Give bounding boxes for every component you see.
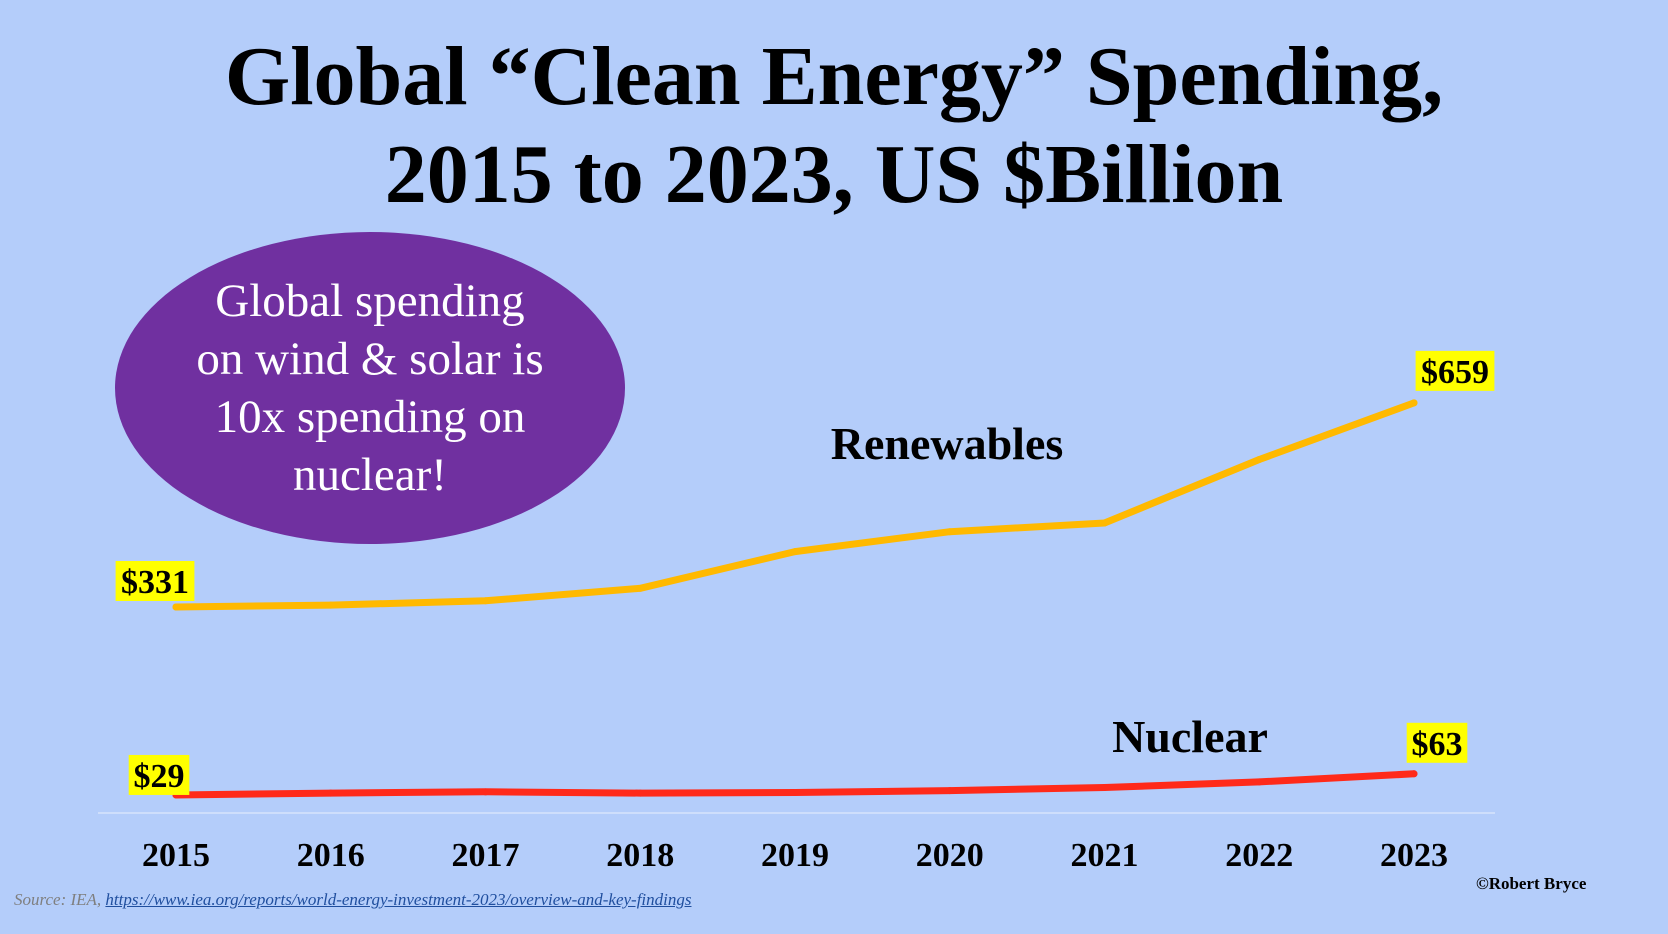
renewables-value-label-2023-highlight <box>1415 350 1495 391</box>
x-tick-label-2019: 2019 <box>761 837 829 874</box>
nuclear-value-label-2015-highlight <box>128 754 190 795</box>
nuclear-point-2018 <box>636 789 644 797</box>
nuclear-value-label-2015: $29 <box>134 758 185 795</box>
renewables-value-label-2023: $659 <box>1421 354 1489 391</box>
x-tick-label-2017: 2017 <box>452 837 520 874</box>
nuclear-point-2022 <box>1255 778 1263 786</box>
nuclear-value-label-2023-highlight <box>1406 722 1468 763</box>
nuclear-point-2020 <box>946 787 954 795</box>
copyright-label: ©Robert Bryce <box>1476 874 1587 893</box>
renewables-point-2015 <box>172 603 180 611</box>
nuclear-point-2016 <box>327 789 335 797</box>
nuclear-series-label: Nuclear <box>1112 711 1268 762</box>
nuclear-value-label-2023: $63 <box>1412 726 1463 763</box>
nuclear-point-2019 <box>791 788 799 796</box>
renewables-value-label-2015-highlight <box>115 561 195 601</box>
renewables-value-label-2015: $331 <box>121 564 189 601</box>
source-note: Source: IEA, https://www.iea.org/reports… <box>14 890 692 910</box>
chart-title-line-1: Global “Clean Energy” Spending, <box>224 30 1444 123</box>
x-tick-label-2022: 2022 <box>1225 837 1293 874</box>
renewables-point-2019 <box>791 548 799 556</box>
renewables-point-2016 <box>327 601 335 609</box>
callout-bubble: Global spending on wind & solar is 10x s… <box>115 232 625 544</box>
x-tick-label-2015: 2015 <box>142 837 210 874</box>
renewables-point-2020 <box>946 528 954 536</box>
nuclear-point-2021 <box>1101 783 1108 791</box>
renewables-point-2021 <box>1101 519 1108 527</box>
chart-title: Global “Clean Energy” Spending, 2015 to … <box>0 28 1668 224</box>
renewables-point-2023 <box>1410 399 1418 407</box>
nuclear-point-2017 <box>482 788 489 796</box>
renewables-point-2022 <box>1255 456 1263 464</box>
source-prefix: Source: IEA, <box>14 890 106 909</box>
nuclear-point-2023 <box>1410 770 1418 778</box>
chart-title-line-2: 2015 to 2023, US $Billion <box>384 128 1284 221</box>
source-link[interactable]: https://www.iea.org/reports/world-energy… <box>105 890 692 909</box>
callout-text: Global spending on wind & solar is 10x s… <box>196 275 544 501</box>
x-tick-label-2018: 2018 <box>606 837 674 874</box>
x-tick-label-2016: 2016 <box>297 837 365 874</box>
renewables-point-2018 <box>636 584 644 592</box>
renewables-series-label: Renewables <box>831 418 1064 469</box>
x-tick-label-2020: 2020 <box>916 837 984 874</box>
x-tick-label-2021: 2021 <box>1071 837 1139 874</box>
x-tick-label-2023: 2023 <box>1380 837 1448 874</box>
renewables-point-2017 <box>482 597 489 605</box>
